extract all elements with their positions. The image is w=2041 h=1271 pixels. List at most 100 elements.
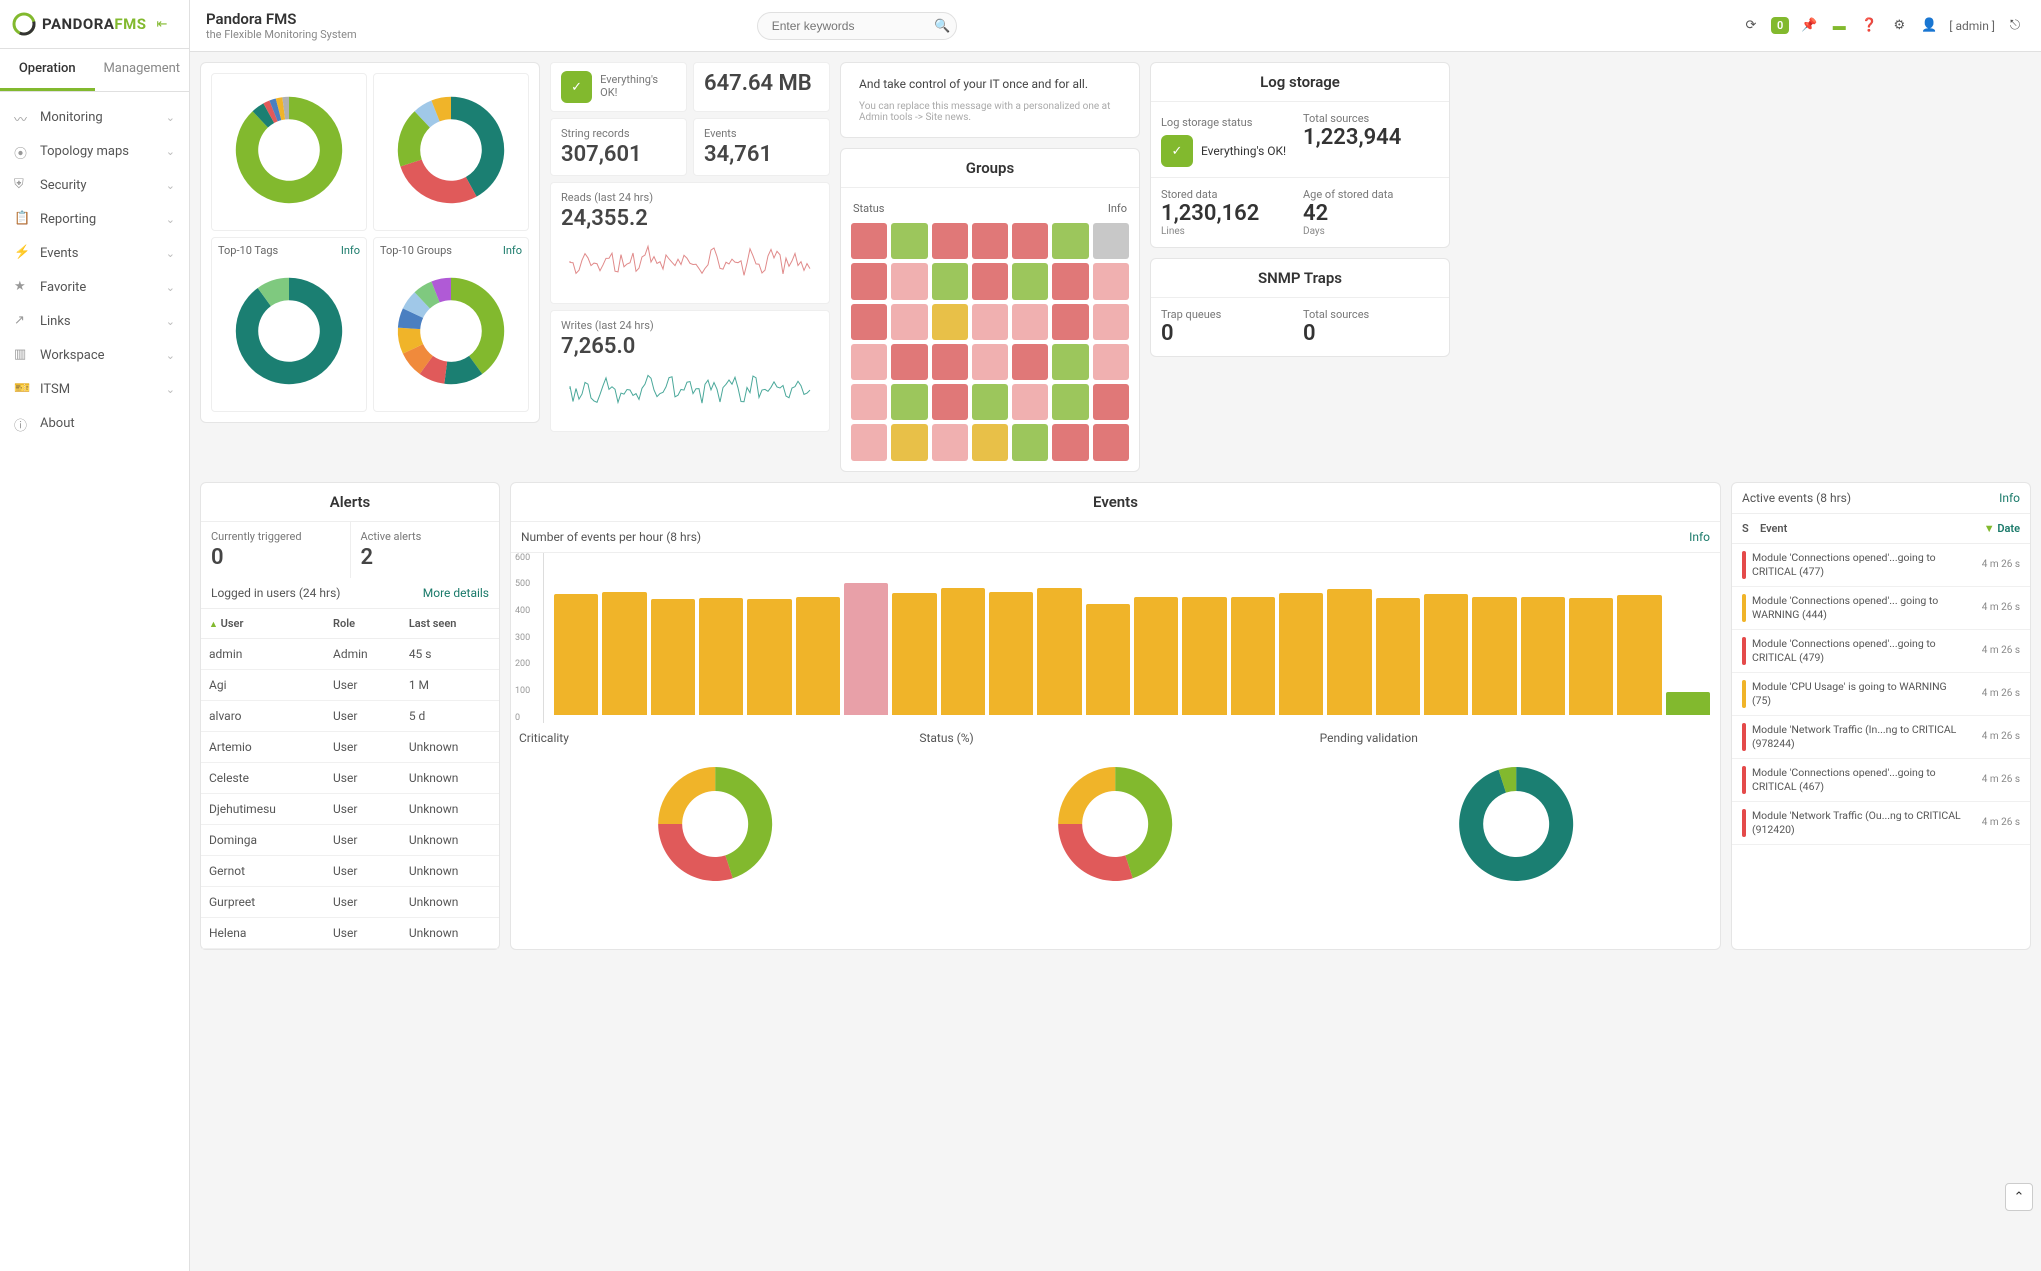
tab-management[interactable]: Management bbox=[95, 49, 190, 91]
group-cell[interactable] bbox=[1093, 263, 1129, 299]
nav-label: Reporting bbox=[40, 212, 156, 227]
group-cell[interactable] bbox=[851, 424, 887, 460]
group-cell[interactable] bbox=[1052, 384, 1088, 420]
group-cell[interactable] bbox=[891, 223, 927, 259]
event-row[interactable]: Module 'Network Traffic (In...ng to CRIT… bbox=[1732, 716, 2030, 759]
sidebar-item-about[interactable]: ⓘAbout bbox=[0, 406, 189, 440]
event-row[interactable]: Module 'Network Traffic (Ou...ng to CRIT… bbox=[1732, 802, 2030, 845]
info-link[interactable]: Info bbox=[503, 244, 522, 257]
group-cell[interactable] bbox=[1093, 344, 1129, 380]
event-row[interactable]: Module 'Connections opened'... going to … bbox=[1732, 587, 2030, 630]
group-cell[interactable] bbox=[972, 263, 1008, 299]
sidebar-item-monitoring[interactable]: 〰Monitoring⌄ bbox=[0, 100, 189, 134]
scroll-top-button[interactable]: ⌃ bbox=[2005, 1183, 2033, 1211]
group-cell[interactable] bbox=[1012, 344, 1048, 380]
group-cell[interactable] bbox=[1093, 223, 1129, 259]
group-cell[interactable] bbox=[1052, 424, 1088, 460]
group-cell[interactable] bbox=[1012, 304, 1048, 340]
info-link[interactable]: Info bbox=[341, 244, 360, 257]
table-row[interactable]: GurpreetUserUnknown bbox=[201, 886, 499, 917]
refresh-icon[interactable]: ⟳ bbox=[1741, 16, 1761, 36]
notification-badge[interactable]: 0 bbox=[1771, 17, 1789, 34]
group-cell[interactable] bbox=[932, 424, 968, 460]
group-cell[interactable] bbox=[932, 263, 968, 299]
pin-icon[interactable]: 📌 bbox=[1799, 16, 1819, 36]
group-cell[interactable] bbox=[972, 344, 1008, 380]
event-time: 4 m 26 s bbox=[1970, 817, 2020, 828]
group-cell[interactable] bbox=[851, 263, 887, 299]
search-input[interactable] bbox=[757, 12, 957, 40]
group-cell[interactable] bbox=[1012, 263, 1048, 299]
sidebar-item-security[interactable]: ⛨Security⌄ bbox=[0, 168, 189, 202]
event-row[interactable]: Module 'CPU Usage' is going to WARNING (… bbox=[1732, 673, 2030, 716]
info-link[interactable]: Info bbox=[1999, 491, 2020, 505]
group-cell[interactable] bbox=[1093, 304, 1129, 340]
table-row[interactable]: GernotUserUnknown bbox=[201, 855, 499, 886]
sidebar-item-topology-maps[interactable]: ⦿Topology maps⌄ bbox=[0, 134, 189, 168]
sidebar-item-reporting[interactable]: 📋Reporting⌄ bbox=[0, 202, 189, 236]
table-row[interactable]: alvaroUser5 d bbox=[201, 700, 499, 731]
event-row[interactable]: Module 'Connections opened'...going to C… bbox=[1732, 544, 2030, 587]
chevron-down-icon: ⌄ bbox=[166, 111, 175, 124]
group-cell[interactable] bbox=[1012, 424, 1048, 460]
bar bbox=[1037, 588, 1081, 715]
group-cell[interactable] bbox=[851, 384, 887, 420]
group-cell[interactable] bbox=[932, 384, 968, 420]
group-cell[interactable] bbox=[851, 304, 887, 340]
status-icon[interactable]: ▬ bbox=[1829, 16, 1849, 36]
table-row[interactable]: DjehutimesuUserUnknown bbox=[201, 793, 499, 824]
group-cell[interactable] bbox=[972, 223, 1008, 259]
group-cell[interactable] bbox=[932, 344, 968, 380]
severity-bar bbox=[1742, 809, 1746, 837]
group-cell[interactable] bbox=[1052, 263, 1088, 299]
group-cell[interactable] bbox=[891, 424, 927, 460]
tab-operation[interactable]: Operation bbox=[0, 49, 95, 91]
group-cell[interactable] bbox=[851, 344, 887, 380]
group-cell[interactable] bbox=[972, 384, 1008, 420]
info-link[interactable]: Info bbox=[1108, 202, 1127, 215]
logo-icon bbox=[12, 12, 36, 36]
group-cell[interactable] bbox=[1093, 384, 1129, 420]
table-row[interactable]: HelenaUserUnknown bbox=[201, 917, 499, 948]
group-cell[interactable] bbox=[1012, 223, 1048, 259]
group-cell[interactable] bbox=[1012, 384, 1048, 420]
logout-icon[interactable]: ⎋ bbox=[2005, 16, 2025, 36]
sidebar-item-favorite[interactable]: ★Favorite⌄ bbox=[0, 270, 189, 304]
sidebar-item-itsm[interactable]: 🎫ITSM⌄ bbox=[0, 372, 189, 406]
user-label[interactable]: [ admin ] bbox=[1949, 19, 1995, 33]
user-icon[interactable]: 👤 bbox=[1919, 16, 1939, 36]
table-row[interactable]: CelesteUserUnknown bbox=[201, 762, 499, 793]
group-cell[interactable] bbox=[972, 424, 1008, 460]
group-cell[interactable] bbox=[891, 263, 927, 299]
group-cell[interactable] bbox=[891, 384, 927, 420]
group-cell[interactable] bbox=[1093, 424, 1129, 460]
table-row[interactable]: DomingaUserUnknown bbox=[201, 824, 499, 855]
logo[interactable]: PANDORAFMS ⇤ bbox=[0, 0, 189, 49]
table-row[interactable]: AgiUser1 M bbox=[201, 669, 499, 700]
severity-bar bbox=[1742, 551, 1746, 579]
group-cell[interactable] bbox=[1052, 304, 1088, 340]
group-cell[interactable] bbox=[1052, 223, 1088, 259]
group-cell[interactable] bbox=[932, 304, 968, 340]
group-cell[interactable] bbox=[932, 223, 968, 259]
search-icon[interactable]: 🔍 bbox=[934, 19, 950, 34]
event-row[interactable]: Module 'Connections opened'...going to C… bbox=[1732, 630, 2030, 673]
table-row[interactable]: ArtemioUserUnknown bbox=[201, 731, 499, 762]
sidebar-item-events[interactable]: ⚡Events⌄ bbox=[0, 236, 189, 270]
gear-icon[interactable]: ⚙ bbox=[1889, 16, 1909, 36]
sidebar-item-links[interactable]: ↗Links⌄ bbox=[0, 304, 189, 338]
info-link[interactable]: Info bbox=[1689, 530, 1710, 544]
sidebar-item-workspace[interactable]: ▥Workspace⌄ bbox=[0, 338, 189, 372]
group-cell[interactable] bbox=[891, 304, 927, 340]
help-icon[interactable]: ❓ bbox=[1859, 16, 1879, 36]
event-text: Module 'Connections opened'... going to … bbox=[1752, 594, 1964, 621]
donut-4: Top-10 GroupsInfo bbox=[373, 237, 529, 412]
group-cell[interactable] bbox=[891, 344, 927, 380]
collapse-icon[interactable]: ⇤ bbox=[157, 17, 168, 32]
more-details-link[interactable]: More details bbox=[423, 586, 489, 600]
group-cell[interactable] bbox=[1052, 344, 1088, 380]
group-cell[interactable] bbox=[972, 304, 1008, 340]
table-row[interactable]: adminAdmin45 s bbox=[201, 638, 499, 669]
event-row[interactable]: Module 'Connections opened'...going to C… bbox=[1732, 759, 2030, 802]
group-cell[interactable] bbox=[851, 223, 887, 259]
